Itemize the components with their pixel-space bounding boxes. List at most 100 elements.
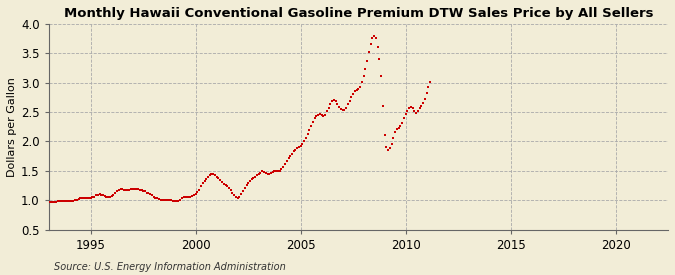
Point [261,171,271,175]
Point [421,91,432,95]
Point [217,180,227,184]
Point [80,196,91,200]
Point [333,104,344,109]
Point [96,193,107,197]
Point [330,99,341,103]
Point [161,197,171,202]
Point [406,104,416,109]
Point [313,113,323,117]
Point [411,110,422,115]
Point [175,197,186,202]
Point [110,191,121,195]
Point [208,172,219,177]
Point [288,149,299,153]
Point [132,187,143,191]
Point [90,193,101,198]
Point [75,196,86,200]
Point [222,184,233,188]
Point [307,120,318,124]
Point [344,99,355,103]
Point [350,89,360,94]
Point [274,169,285,173]
Point [276,167,287,171]
Point [283,156,294,161]
Point [146,193,157,198]
Point [400,112,411,117]
Point [309,116,320,121]
Point [205,173,215,177]
Point [95,192,105,196]
Point [128,187,138,191]
Point [144,192,155,196]
Point [72,197,82,202]
Point [315,112,325,116]
Point [318,114,329,118]
Point [105,194,115,199]
Point [381,144,392,149]
Point [134,187,145,192]
Point [45,200,56,204]
Point [236,192,246,196]
Point [297,142,308,146]
Point [52,199,63,204]
Point [78,196,89,200]
Point [377,103,388,108]
Point [262,172,273,177]
Point [252,173,263,178]
Point [169,199,180,204]
Point [120,188,131,192]
Point [369,34,379,38]
Point [271,169,281,173]
Point [107,194,117,198]
Point [159,197,169,202]
Point [404,106,414,111]
Point [215,178,225,182]
Point [171,199,182,204]
Point [290,147,301,152]
Point [154,197,165,201]
Point [49,200,59,204]
Point [163,197,173,202]
Point [332,101,343,106]
Point [385,146,396,150]
Point [103,194,113,199]
Point [176,196,187,200]
Point [166,198,177,202]
Point [325,102,336,107]
Point [61,199,72,203]
Point [281,159,292,163]
Point [402,109,412,114]
Point [356,80,367,84]
Point [304,128,315,133]
Point [285,154,296,158]
Point [418,100,429,105]
Point [362,59,373,63]
Point [259,170,269,174]
Point [335,107,346,111]
Point [292,146,302,150]
Point [185,194,196,199]
Point [286,152,297,156]
Point [386,142,397,146]
Point [184,194,194,199]
Point [389,130,400,134]
Point [192,190,202,194]
Point [273,169,284,174]
Point [64,199,75,203]
Point [187,194,198,198]
Point [99,194,110,198]
Point [302,131,313,136]
Point [54,199,65,204]
Point [353,87,364,91]
Point [257,169,268,174]
Point [97,193,108,198]
Point [76,196,87,200]
Point [197,181,208,185]
Point [379,133,390,137]
Point [51,200,61,204]
Point [196,184,207,188]
Point [131,187,142,191]
Point [394,126,404,130]
Point [346,95,357,100]
Point [238,189,248,194]
